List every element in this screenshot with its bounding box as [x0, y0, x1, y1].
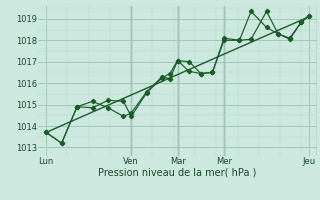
X-axis label: Pression niveau de la mer( hPa ): Pression niveau de la mer( hPa )	[99, 168, 257, 178]
